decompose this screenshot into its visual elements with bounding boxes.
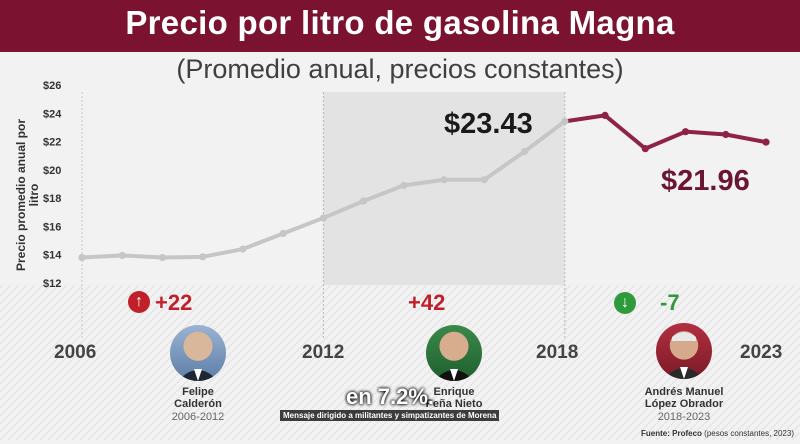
data-point-2018	[561, 117, 569, 125]
x-tick-2023: 2023	[740, 342, 783, 363]
data-point-2012	[319, 214, 328, 222]
title-band	[0, 0, 800, 52]
data-point-2016	[480, 176, 488, 184]
name-lopez-obrador: Andrés Manuel López Obrador	[624, 386, 744, 410]
term-lopez-obrador: 2018-2023	[657, 411, 711, 423]
x-tick-2012: 2012	[302, 342, 345, 363]
series-line-2018-2023	[562, 113, 768, 151]
y-tick-label: $16	[43, 221, 61, 233]
y-tick-label: $18	[43, 193, 61, 205]
video-subcaption: Mensaje dirigido a militantes y simpatiz…	[280, 410, 500, 421]
annotation-2018-price: $23.43	[444, 108, 533, 140]
x-tick-2006: 2006	[54, 342, 97, 363]
avatar-pena-nieto	[426, 325, 482, 381]
arrow-down-icon: ↓	[614, 292, 636, 314]
data-point-2007	[118, 251, 126, 260]
name-pena-nieto-line2: Peña Nieto	[425, 398, 483, 410]
source-note: Fuente: Profeco (pesos constantes, 2023)	[641, 429, 794, 438]
avatar-lopez-obrador	[656, 323, 712, 379]
data-point-2010	[239, 245, 247, 253]
data-point-2008	[158, 253, 167, 262]
source-label: Fuente: Profeco	[641, 429, 702, 438]
highlight-band	[323, 92, 565, 285]
y-tick-label: $22	[43, 137, 61, 149]
annotation-2023-price: $21.96	[661, 165, 750, 197]
term-calderon: 2006-2012	[171, 411, 225, 423]
data-point-2022	[722, 130, 730, 139]
avatar-calderon	[170, 325, 226, 381]
y-tick-label: $24	[43, 108, 62, 120]
data-point-2015	[440, 176, 448, 184]
change-lopez-obrador: -7	[660, 290, 680, 315]
name-lopez-obrador-line1: Andrés Manuel	[644, 386, 724, 398]
data-point-2009	[199, 253, 207, 261]
y-tick-label: $12	[43, 278, 61, 290]
data-point-2019	[601, 111, 609, 120]
chart-title: Precio por litro de gasolina Magna	[125, 4, 675, 41]
data-point-2023	[762, 138, 770, 146]
data-point-2011	[279, 229, 287, 238]
arrow-up-icon: ↑	[128, 291, 150, 313]
data-point-2017	[520, 147, 529, 156]
data-point-2021	[681, 128, 690, 136]
change-calderon: +22	[155, 290, 193, 315]
change-pena-nieto: +42	[408, 290, 446, 315]
name-lopez-obrador-line2: López Obrador	[644, 398, 724, 410]
name-calderon: Felipe Calderón	[158, 386, 238, 410]
name-pena-nieto-line1: Enrique	[433, 386, 475, 398]
source-detail: (pesos constantes, 2023)	[704, 429, 794, 438]
y-tick-label: $26	[43, 80, 61, 92]
y-tick-label: $20	[43, 165, 61, 177]
data-point-2020	[641, 145, 649, 153]
data-point-2014	[400, 181, 408, 190]
video-caption: en 7.2%.	[346, 384, 435, 409]
data-point-2006	[78, 253, 86, 262]
y-axis-label: Precio promedio anual por litro	[14, 118, 41, 272]
data-point-2013	[360, 197, 368, 205]
x-tick-2018: 2018	[536, 342, 579, 363]
name-pena-nieto: Enrique Peña Nieto	[414, 386, 494, 410]
name-calderon-line1: Felipe	[182, 386, 214, 398]
y-tick-label: $14	[43, 250, 62, 262]
chart-subtitle: (Promedio anual, precios constantes)	[176, 54, 624, 84]
name-calderon-line2: Calderón	[174, 398, 222, 410]
